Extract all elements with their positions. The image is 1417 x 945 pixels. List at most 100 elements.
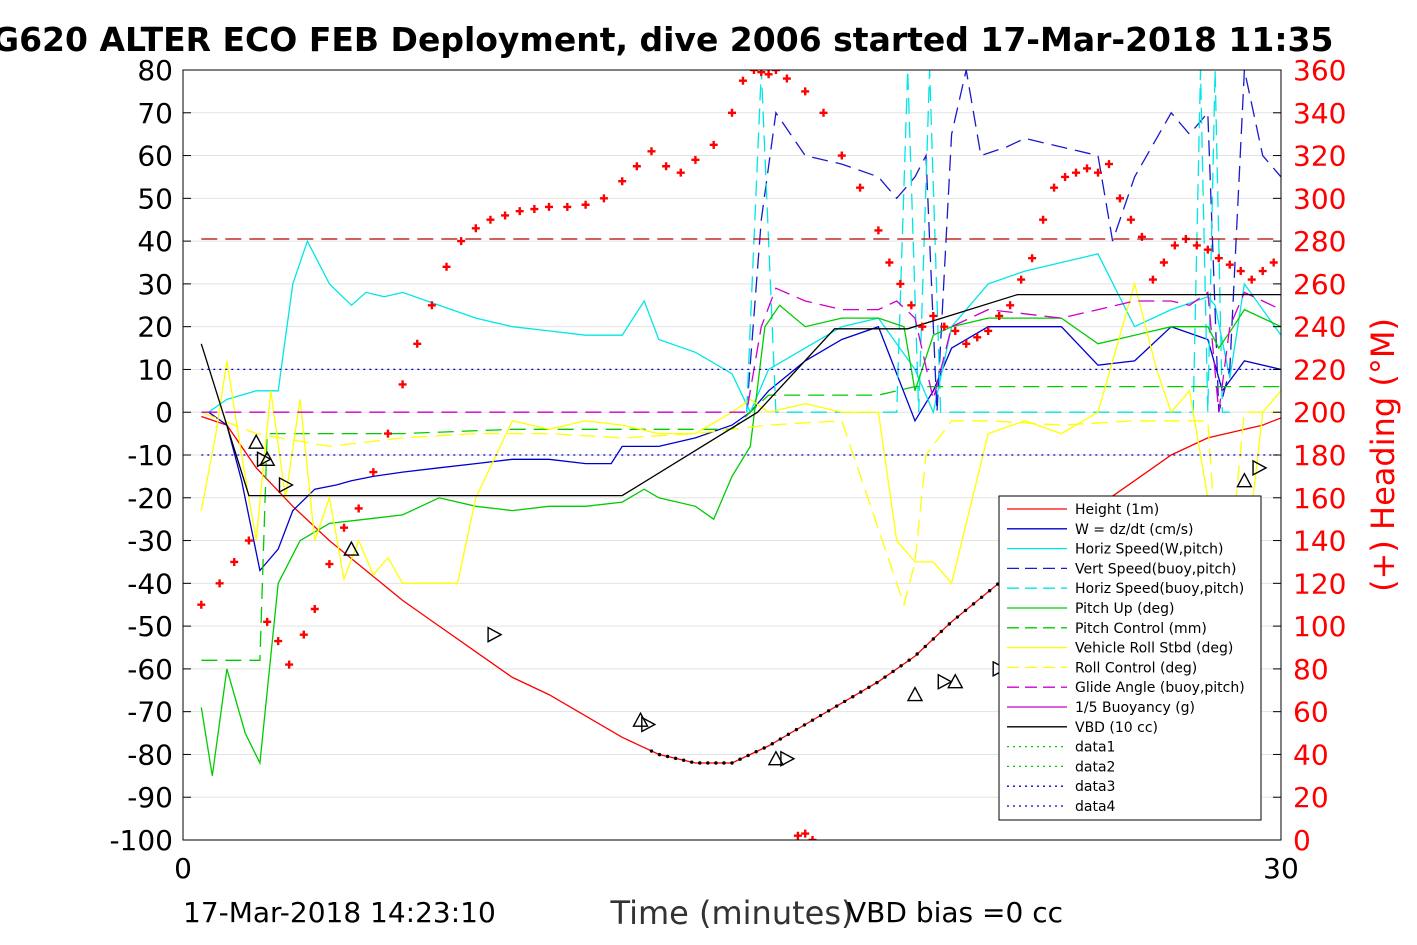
heading-marker	[325, 560, 334, 569]
height-data-dot	[979, 595, 984, 599]
heading-marker	[676, 168, 685, 177]
heading-marker	[442, 262, 451, 271]
x-tick-label: 30	[1263, 852, 1299, 885]
triangle-marker	[487, 626, 503, 643]
heading-marker	[599, 194, 608, 203]
height-data-dot	[762, 746, 766, 750]
heading-marker	[471, 224, 480, 233]
heading-marker	[1170, 241, 1179, 250]
heading-marker	[1115, 194, 1124, 203]
x-axis-label: Time (minutes)	[610, 894, 854, 932]
height-data-dot	[818, 713, 823, 718]
heading-marker	[764, 70, 773, 79]
heading-marker	[545, 202, 553, 211]
heading-marker	[691, 155, 700, 164]
height-data-dot	[971, 602, 976, 606]
heading-marker	[1072, 168, 1081, 177]
heading-marker	[1061, 172, 1070, 181]
y2-tick-label: 160	[1293, 482, 1346, 515]
series-pitch-up	[200, 304, 1281, 776]
heading-marker	[940, 322, 949, 331]
heading-marker	[299, 630, 308, 639]
height-data-dot	[883, 675, 887, 679]
y2-tick-label: 200	[1293, 396, 1346, 429]
heading-marker	[515, 207, 524, 216]
y2-tick-label: 360	[1293, 54, 1346, 87]
heading-marker	[1258, 267, 1267, 276]
y-tick-label: -100	[109, 824, 173, 857]
y-tick-label: -10	[127, 439, 173, 472]
y2-tick-label: 240	[1293, 311, 1346, 344]
heading-marker	[1104, 160, 1113, 169]
y2-axis-label: (+) Heading (°M)	[1364, 318, 1402, 592]
y-tick-label: 0	[155, 396, 173, 429]
y2-tick-label: 20	[1293, 781, 1329, 814]
heading-marker	[907, 301, 916, 310]
height-data-dot	[963, 608, 968, 613]
heading-marker	[230, 557, 239, 566]
heading-marker	[285, 660, 294, 669]
height-data-dot	[706, 761, 710, 765]
triangle-marker	[632, 711, 649, 727]
heading-marker	[1159, 258, 1168, 267]
height-data-dot	[673, 756, 678, 761]
heading-marker	[874, 226, 883, 235]
y-tick-label: -80	[127, 738, 173, 771]
height-data-dot	[754, 750, 758, 754]
heading-marker	[340, 523, 349, 532]
heading-marker	[709, 140, 718, 149]
legend-label: data2	[1075, 759, 1115, 775]
triangle-marker	[937, 673, 953, 690]
y2-tick-label: 60	[1293, 696, 1329, 729]
triangle-marker	[259, 450, 276, 466]
heading-marker	[413, 339, 422, 348]
height-data-dot	[786, 732, 791, 737]
heading-marker	[1247, 275, 1256, 284]
height-data-dot	[770, 742, 774, 746]
heading-marker	[1039, 215, 1048, 224]
legend: Height (1m) W = dz/dt (cm/s) Horiz Speed(W…	[998, 495, 1262, 821]
height-data-dot	[987, 588, 992, 593]
height-data-dot	[730, 761, 734, 765]
height-data-dot	[746, 753, 750, 758]
page-title: G620 ALTER ECO FEB Deployment, dive 2006…	[0, 20, 1334, 59]
heading-marker	[354, 504, 363, 513]
heading-marker	[647, 147, 656, 156]
heading-marker	[808, 836, 817, 840]
heading-marker	[757, 70, 766, 77]
heading-marker	[951, 326, 960, 335]
heading-marker	[929, 311, 938, 320]
heading-marker	[962, 339, 971, 348]
legend-label: Glide Angle (buoy,pitch)	[1075, 680, 1245, 696]
y2-tick-label: 180	[1293, 439, 1346, 472]
height-data-dot	[802, 723, 807, 727]
heading-marker	[896, 279, 905, 288]
height-data-dot	[738, 757, 742, 761]
heading-marker	[274, 637, 283, 646]
heading-marker	[793, 831, 802, 840]
height-data-dot	[899, 664, 903, 668]
heading-marker	[801, 87, 810, 96]
y-tick-label: 10	[137, 353, 173, 386]
heading-marker	[1280, 252, 1281, 256]
heading-marker	[771, 70, 780, 74]
heading-marker	[457, 237, 466, 246]
heading-marker	[662, 162, 671, 171]
legend-label: Vehicle Roll Stbd (deg)	[1075, 641, 1233, 657]
legend-label: 1/5 Buoyancy (g)	[1075, 700, 1195, 716]
triangle-marker	[1236, 472, 1253, 488]
heading-marker	[856, 183, 865, 192]
triangle-marker	[947, 673, 964, 689]
height-data-dot	[810, 718, 815, 722]
heading-marker	[1203, 245, 1212, 254]
heading-marker	[1083, 164, 1092, 173]
height-data-dot	[931, 637, 935, 641]
triangle-marker	[780, 750, 796, 767]
heading-marker	[369, 468, 378, 477]
legend-label: data1	[1075, 740, 1115, 756]
height-data-dot	[915, 652, 919, 656]
y2-tick-label: 340	[1293, 97, 1346, 130]
y2-tick-label: 0	[1293, 824, 1311, 857]
y-tick-label: 70	[137, 97, 173, 130]
triangle-marker	[906, 686, 924, 702]
